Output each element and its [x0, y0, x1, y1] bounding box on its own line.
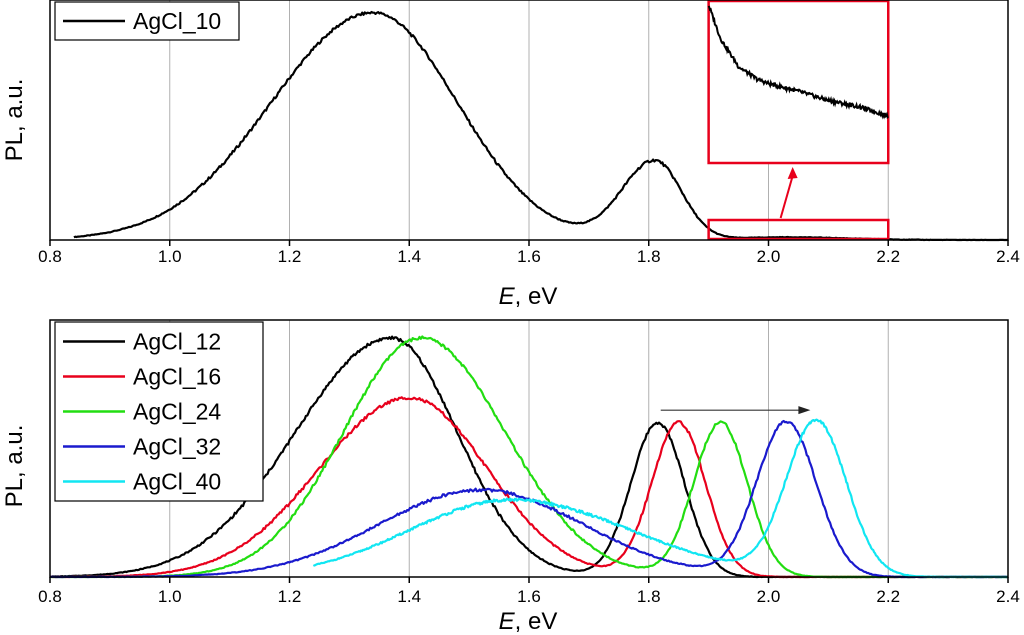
bottom-x-ticks: 0.8 1.0 1.2 1.4 1.6 1.8 2.0 2.2 2.4 — [38, 577, 1020, 606]
inset-curve — [707, 5, 889, 120]
x-tick-label: 1.6 — [517, 247, 541, 266]
bottom-x-axis-label: E, eV — [499, 608, 558, 635]
x-tick-label: 2.4 — [996, 587, 1020, 606]
x-tick-label: 1.8 — [637, 587, 661, 606]
x-tick-label: 1.4 — [397, 587, 421, 606]
shift-arrow-head — [798, 406, 811, 415]
x-tick-label: 2.2 — [876, 587, 900, 606]
legend-label: AgCl_32 — [133, 434, 221, 460]
x-tick-label: 0.8 — [38, 587, 62, 606]
legend-label: AgCl_10 — [133, 8, 221, 34]
x-tick-label: 2.0 — [757, 247, 781, 266]
legend-label: AgCl_12 — [133, 329, 221, 355]
top-legend: AgCl_10 — [54, 1, 240, 41]
zoom-region-box — [707, 218, 890, 241]
x-tick-label: 2.2 — [876, 247, 900, 266]
x-tick-label: 0.8 — [38, 247, 62, 266]
inset-frame — [707, 0, 890, 165]
legend-label: AgCl_24 — [133, 399, 221, 425]
top-inset — [707, 0, 890, 241]
inset-arrow-head — [787, 167, 798, 179]
x-tick-label: 1.0 — [158, 247, 182, 266]
top-y-axis-label: PL, a.u. — [1, 79, 28, 162]
top-x-label-unit: , eV — [515, 283, 558, 310]
x-tick-label: 2.0 — [757, 587, 781, 606]
x-tick-label: 1.2 — [278, 247, 302, 266]
top-panel: 0.8 1.0 1.2 1.4 1.6 1.8 2.0 2.2 2.4 PL, a.u. E, … — [1, 0, 1020, 310]
x-tick-label: 1.6 — [517, 587, 541, 606]
top-x-label-symbol: E — [499, 283, 516, 310]
series-line-agcl-40 — [312, 418, 1009, 579]
bottom-legend: AgCl_12 AgCl_16 AgCl_24 AgCl_32 AgCl_40 — [54, 321, 264, 502]
bottom-shift-arrow — [660, 406, 811, 415]
top-x-axis-label: E, eV — [499, 283, 558, 310]
legend-label: AgCl_16 — [133, 364, 221, 390]
bottom-x-label-unit: , eV — [515, 608, 558, 635]
series-line-agcl-32 — [50, 419, 1008, 579]
bottom-panel: 0.8 1.0 1.2 1.4 1.6 1.8 2.0 2.2 2.4 PL, a.u. E, … — [1, 319, 1020, 635]
bottom-y-axis-label: PL, a.u. — [1, 425, 28, 508]
bottom-grid — [169, 320, 889, 577]
bottom-x-label-symbol: E — [499, 608, 516, 635]
x-tick-label: 1.8 — [637, 247, 661, 266]
inset-arrow-line — [779, 175, 794, 219]
x-tick-label: 2.4 — [996, 247, 1020, 266]
top-x-ticks: 0.8 1.0 1.2 1.4 1.6 1.8 2.0 2.2 2.4 — [38, 240, 1020, 266]
x-tick-label: 1.4 — [397, 247, 421, 266]
x-tick-label: 1.0 — [158, 587, 182, 606]
x-tick-label: 1.2 — [278, 587, 302, 606]
legend-label: AgCl_40 — [133, 469, 221, 495]
